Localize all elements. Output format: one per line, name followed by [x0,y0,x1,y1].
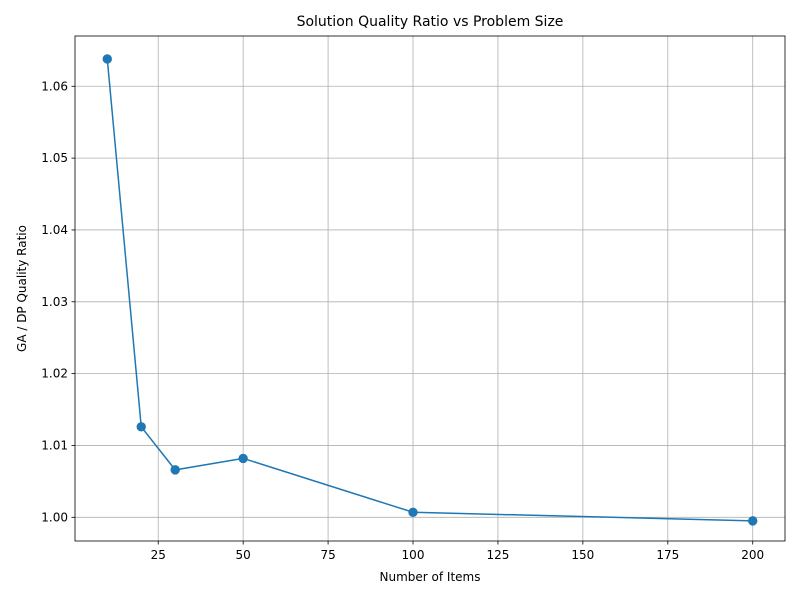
y-axis-label: GA / DP Quality Ratio [15,225,29,352]
x-tick-label: 75 [320,548,335,562]
data-point [170,465,180,475]
y-tick-label: 1.04 [41,223,68,237]
y-tick-label: 1.03 [41,295,68,309]
series-line [106,58,753,522]
y-tick-label: 1.00 [41,510,68,524]
grid-layer [75,36,785,541]
data-point [136,422,146,432]
data-point [238,453,248,464]
x-tick-label: 50 [236,548,251,562]
x-axis-label: Number of Items [380,570,481,584]
chart-title: Solution Quality Ratio vs Problem Size [297,14,564,30]
y-tick-label: 1.01 [41,438,68,452]
data-point [102,54,112,64]
x-tick-label: 200 [741,548,764,562]
y-tick-label: 1.06 [41,79,68,93]
data-point [408,507,418,517]
y-tick-label: 1.02 [41,367,68,381]
x-tick-label: 25 [151,548,166,562]
x-tick-label: 125 [486,548,509,562]
x-tick-label: 175 [656,548,679,562]
x-tick-label: 150 [571,548,594,562]
data-point [748,516,758,526]
y-tick-label: 1.05 [41,151,68,165]
series-layer [102,54,758,526]
tick-layer: 25 50 75 100 125 150 175 200 1.00 1.01 1.02 1.03 1.0… [41,79,764,562]
plot-frame [74,35,786,542]
x-tick-label: 100 [402,548,425,562]
